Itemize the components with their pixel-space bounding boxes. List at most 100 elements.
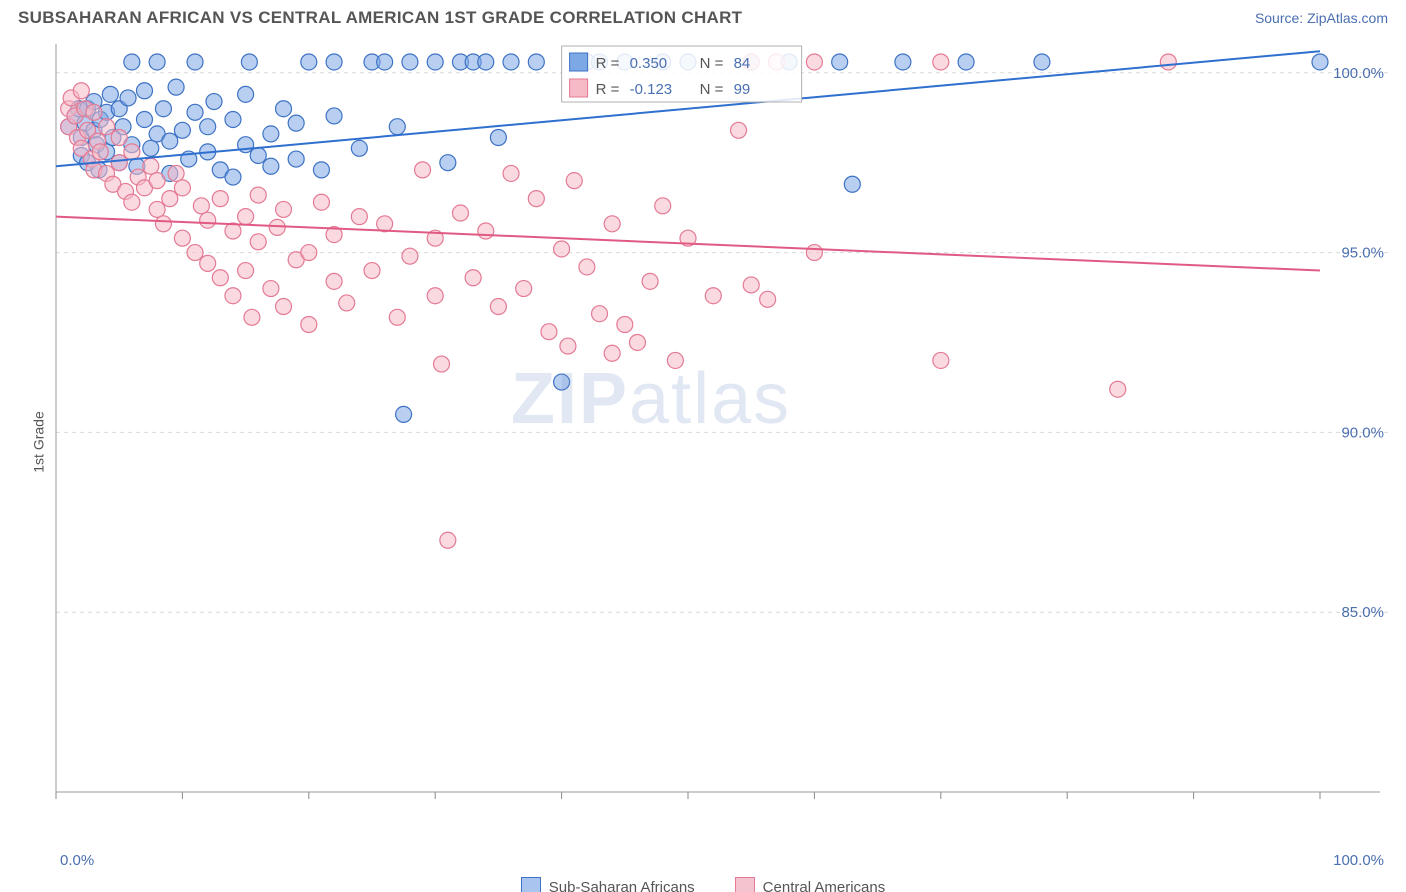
data-point — [528, 54, 544, 70]
data-point — [206, 94, 222, 110]
data-point — [301, 54, 317, 70]
data-point — [415, 162, 431, 178]
data-point — [187, 104, 203, 120]
data-point — [806, 245, 822, 261]
data-point — [389, 309, 405, 325]
data-point — [193, 198, 209, 214]
data-point — [655, 198, 671, 214]
data-point — [1110, 381, 1126, 397]
data-point — [516, 281, 532, 297]
data-point — [92, 144, 108, 160]
data-point — [187, 54, 203, 70]
data-point — [263, 281, 279, 297]
data-point — [731, 122, 747, 138]
data-point — [212, 191, 228, 207]
data-point — [174, 122, 190, 138]
data-point — [124, 54, 140, 70]
svg-text:-0.123: -0.123 — [630, 81, 673, 98]
data-point — [503, 54, 519, 70]
data-point — [339, 295, 355, 311]
data-point — [263, 158, 279, 174]
svg-text:R =: R = — [596, 81, 620, 98]
data-point — [155, 101, 171, 117]
data-point — [168, 79, 184, 95]
data-point — [102, 86, 118, 102]
data-point — [806, 54, 822, 70]
data-point — [1034, 54, 1050, 70]
legend-item: Central Americans — [735, 877, 886, 892]
data-point — [301, 245, 317, 261]
data-point — [276, 201, 292, 217]
data-point — [143, 140, 159, 156]
data-point — [642, 273, 658, 289]
data-point — [238, 263, 254, 279]
data-point — [560, 338, 576, 354]
svg-text:R =: R = — [596, 55, 620, 72]
svg-text:99: 99 — [734, 81, 751, 98]
data-point — [402, 248, 418, 264]
y-tick-label: 85.0% — [1341, 604, 1384, 621]
bottom-legend: Sub-Saharan Africans Central Americans — [16, 877, 1390, 892]
y-tick-label: 95.0% — [1341, 245, 1384, 262]
data-point — [844, 176, 860, 192]
data-point — [377, 54, 393, 70]
chart-container: 1st Grade 100.0%95.0%90.0%85.0%R =0.350N… — [16, 32, 1390, 852]
data-point — [351, 209, 367, 225]
data-point — [554, 241, 570, 257]
data-point — [617, 317, 633, 333]
y-tick-label: 100.0% — [1333, 65, 1384, 82]
data-point — [396, 406, 412, 422]
stats-legend: R =0.350N =84R =-0.123N =99 — [562, 46, 802, 102]
data-point — [313, 162, 329, 178]
data-point — [276, 101, 292, 117]
data-point — [174, 180, 190, 196]
data-point — [225, 169, 241, 185]
chart-title: SUBSAHARAN AFRICAN VS CENTRAL AMERICAN 1… — [18, 8, 742, 28]
data-point — [276, 299, 292, 315]
data-point — [73, 83, 89, 99]
data-point — [120, 90, 136, 106]
legend-swatch — [735, 877, 755, 892]
data-point — [111, 130, 127, 146]
data-point — [933, 352, 949, 368]
y-axis-label: 1st Grade — [31, 411, 47, 472]
data-point — [269, 219, 285, 235]
data-point — [238, 86, 254, 102]
data-point — [478, 223, 494, 239]
data-point — [478, 54, 494, 70]
svg-text:84: 84 — [734, 55, 751, 72]
data-point — [958, 54, 974, 70]
data-point — [503, 165, 519, 181]
data-point — [434, 356, 450, 372]
x-min-label: 0.0% — [60, 852, 94, 869]
data-point — [592, 306, 608, 322]
data-point — [86, 104, 102, 120]
data-point — [241, 54, 257, 70]
data-point — [541, 324, 557, 340]
data-point — [99, 119, 115, 135]
svg-text:N =: N = — [700, 55, 724, 72]
data-point — [238, 209, 254, 225]
scatter-chart: 100.0%95.0%90.0%85.0%R =0.350N =84R =-0.… — [16, 32, 1390, 852]
data-point — [528, 191, 544, 207]
legend-label: Sub-Saharan Africans — [549, 879, 695, 892]
data-point — [554, 374, 570, 390]
data-point — [136, 112, 152, 128]
data-point — [490, 130, 506, 146]
data-point — [250, 234, 266, 250]
data-point — [162, 191, 178, 207]
data-point — [149, 201, 165, 217]
source-label: Source: ZipAtlas.com — [1255, 10, 1388, 26]
data-point — [326, 108, 342, 124]
svg-text:N =: N = — [700, 81, 724, 98]
legend-label: Central Americans — [763, 879, 886, 892]
data-point — [155, 216, 171, 232]
data-point — [440, 155, 456, 171]
data-point — [832, 54, 848, 70]
data-point — [364, 263, 380, 279]
data-point — [313, 194, 329, 210]
data-point — [389, 119, 405, 135]
data-point — [667, 352, 683, 368]
data-point — [579, 259, 595, 275]
data-point — [200, 255, 216, 271]
